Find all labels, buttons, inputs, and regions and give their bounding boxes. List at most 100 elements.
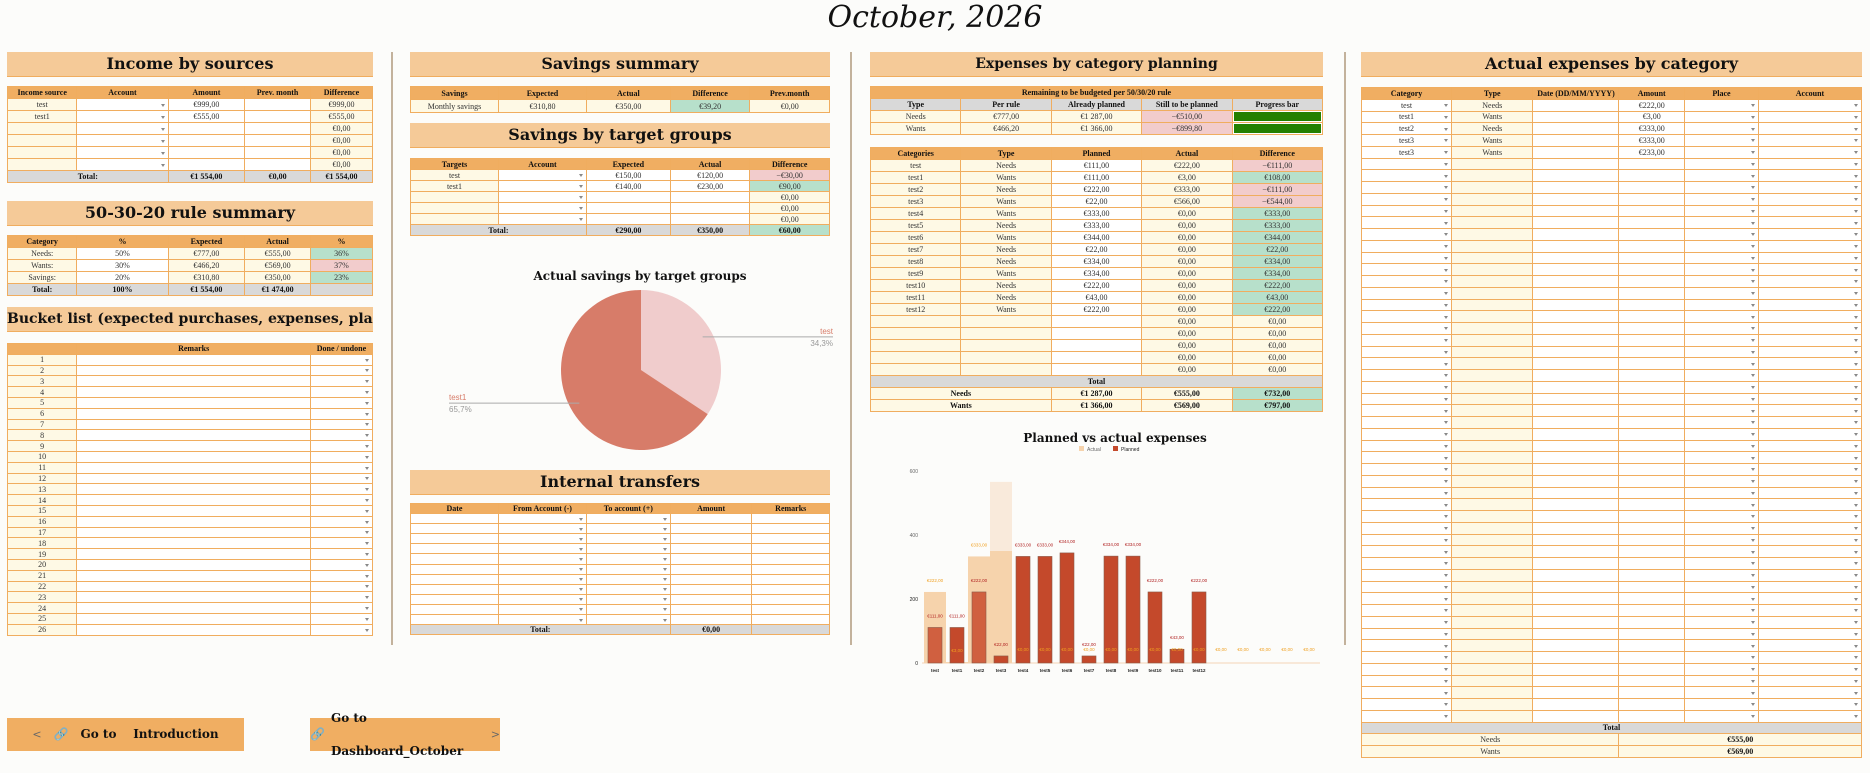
table-cell[interactable] xyxy=(410,513,499,525)
table-cell[interactable] xyxy=(497,513,587,525)
table-cell[interactable] xyxy=(309,353,374,366)
dropdown-arrow-icon[interactable] xyxy=(578,578,583,582)
go-to-introduction-button[interactable]: < 🔗 Go to Introduction xyxy=(7,718,244,751)
dropdown-arrow-icon[interactable] xyxy=(1750,221,1755,225)
dropdown-arrow-icon[interactable] xyxy=(1854,656,1858,660)
table-cell[interactable] xyxy=(1618,474,1685,488)
table-cell[interactable] xyxy=(1683,592,1759,605)
table-cell[interactable] xyxy=(76,461,311,474)
table-cell[interactable] xyxy=(1532,228,1620,241)
table-cell[interactable] xyxy=(1683,145,1759,159)
table-cell[interactable] xyxy=(585,563,671,575)
table-cell[interactable] xyxy=(167,158,246,171)
table-cell[interactable] xyxy=(1532,627,1620,641)
table-cell[interactable] xyxy=(497,213,587,225)
table-cell[interactable] xyxy=(1757,169,1863,182)
dropdown-arrow-icon[interactable] xyxy=(160,115,165,119)
table-cell[interactable] xyxy=(309,429,374,442)
table-cell[interactable] xyxy=(1683,275,1759,288)
table-cell[interactable] xyxy=(76,494,311,506)
table-cell[interactable] xyxy=(76,548,311,560)
table-cell[interactable] xyxy=(1361,498,1452,511)
dropdown-arrow-icon[interactable] xyxy=(1750,327,1755,331)
table-cell[interactable] xyxy=(1532,545,1620,558)
table-cell[interactable] xyxy=(76,429,311,442)
table-cell[interactable] xyxy=(1683,510,1759,523)
table-cell[interactable] xyxy=(244,134,311,147)
table-cell[interactable] xyxy=(76,472,311,485)
table-cell[interactable] xyxy=(1361,686,1452,699)
table-cell[interactable] xyxy=(1618,380,1685,394)
table-cell[interactable] xyxy=(1050,351,1143,364)
table-cell[interactable] xyxy=(1683,345,1759,359)
dropdown-arrow-icon[interactable] xyxy=(1750,256,1755,260)
dropdown-arrow-icon[interactable] xyxy=(1750,585,1755,589)
table-cell[interactable] xyxy=(669,202,751,214)
table-cell[interactable] xyxy=(76,386,311,398)
table-cell[interactable] xyxy=(1757,521,1863,535)
table-cell[interactable] xyxy=(1361,604,1452,617)
table-cell[interactable] xyxy=(76,134,169,147)
table-cell[interactable] xyxy=(1683,181,1759,194)
dropdown-arrow-icon[interactable] xyxy=(1750,550,1755,554)
table-cell[interactable] xyxy=(1618,639,1685,652)
table-cell[interactable] xyxy=(1618,662,1685,676)
table-cell[interactable] xyxy=(1532,192,1620,206)
table-cell[interactable] xyxy=(76,591,311,604)
table-cell[interactable] xyxy=(1757,627,1863,641)
dropdown-arrow-icon[interactable] xyxy=(365,542,369,546)
dropdown-arrow-icon[interactable] xyxy=(1854,221,1858,225)
table-cell[interactable] xyxy=(1757,369,1863,382)
table-cell[interactable] xyxy=(76,158,169,171)
table-cell[interactable] xyxy=(1683,427,1759,441)
dropdown-arrow-icon[interactable] xyxy=(1750,679,1755,683)
table-cell[interactable] xyxy=(1757,157,1863,171)
table-cell[interactable] xyxy=(1618,568,1685,582)
table-cell[interactable] xyxy=(1683,521,1759,535)
table-cell[interactable] xyxy=(1683,615,1759,629)
dropdown-arrow-icon[interactable] xyxy=(365,412,369,416)
dropdown-arrow-icon[interactable] xyxy=(365,401,369,405)
dropdown-arrow-icon[interactable] xyxy=(1750,127,1755,131)
dropdown-arrow-icon[interactable] xyxy=(662,527,667,531)
table-cell[interactable] xyxy=(1618,463,1685,476)
dropdown-arrow-icon[interactable] xyxy=(1444,668,1448,672)
table-cell[interactable] xyxy=(585,603,671,616)
dropdown-arrow-icon[interactable] xyxy=(1444,444,1448,448)
table-cell[interactable] xyxy=(1361,674,1452,688)
table-cell[interactable] xyxy=(1683,122,1759,135)
table-cell[interactable] xyxy=(1532,357,1620,370)
table-cell[interactable]: €334,00 xyxy=(1050,255,1143,268)
table-cell[interactable] xyxy=(410,553,499,565)
table-cell[interactable] xyxy=(669,191,751,203)
table-cell[interactable] xyxy=(410,523,499,535)
dropdown-arrow-icon[interactable] xyxy=(662,578,667,582)
table-cell[interactable] xyxy=(1361,698,1452,711)
dropdown-arrow-icon[interactable] xyxy=(1854,491,1858,495)
table-cell[interactable] xyxy=(1757,698,1863,711)
table-cell[interactable] xyxy=(669,573,753,585)
table-cell[interactable] xyxy=(1683,416,1759,429)
table-cell[interactable] xyxy=(1757,251,1863,265)
dropdown-arrow-icon[interactable] xyxy=(578,207,583,210)
dropdown-arrow-icon[interactable] xyxy=(1854,186,1858,190)
dropdown-arrow-icon[interactable] xyxy=(578,588,583,592)
table-cell[interactable] xyxy=(410,543,499,555)
table-cell[interactable] xyxy=(1757,345,1863,359)
table-cell[interactable] xyxy=(1361,557,1452,570)
dropdown-arrow-icon[interactable] xyxy=(1854,480,1858,484)
table-cell[interactable] xyxy=(1532,134,1620,147)
table-cell[interactable] xyxy=(1361,192,1452,206)
table-cell[interactable] xyxy=(497,553,587,565)
table-cell[interactable] xyxy=(1618,651,1685,664)
table-cell[interactable]: €111,00 xyxy=(1050,159,1143,172)
table-cell[interactable] xyxy=(309,602,374,614)
table-cell[interactable] xyxy=(1683,228,1759,241)
table-cell[interactable] xyxy=(1618,510,1685,523)
dropdown-arrow-icon[interactable] xyxy=(1444,115,1448,119)
table-cell[interactable] xyxy=(309,548,374,560)
table-cell[interactable] xyxy=(1618,169,1685,182)
table-cell[interactable] xyxy=(1532,145,1620,159)
table-cell[interactable] xyxy=(309,386,374,398)
table-cell[interactable] xyxy=(1361,615,1452,629)
